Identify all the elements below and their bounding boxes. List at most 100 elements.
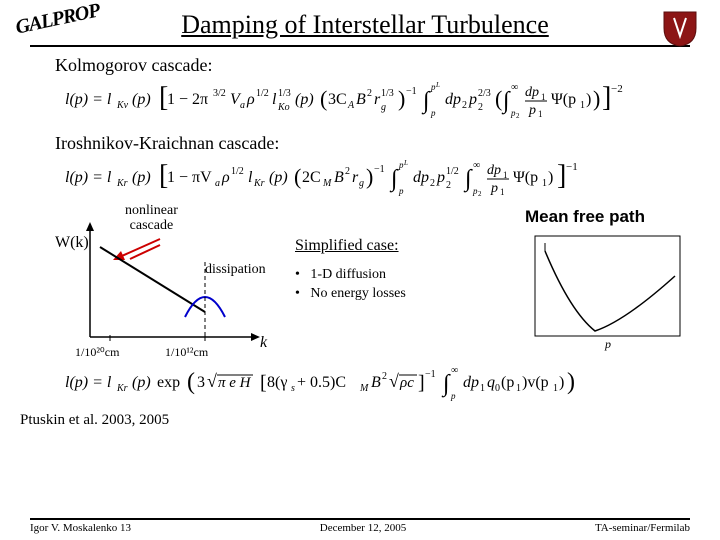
svg-text:]: ] (557, 160, 566, 191)
svg-text:B: B (356, 91, 366, 108)
svg-text:√: √ (389, 371, 399, 391)
svg-text:1: 1 (538, 109, 543, 119)
svg-text:M: M (359, 383, 369, 394)
svg-text:2: 2 (478, 102, 483, 113)
nonlinear-cascade-label: nonlinearcascade (125, 203, 178, 234)
dissipation-label: dissipation (205, 262, 266, 277)
svg-text:1: 1 (480, 383, 485, 394)
svg-text:): ) (567, 369, 575, 395)
mfp-block: Mean free path p (505, 207, 695, 367)
svg-text:1 − πV: 1 − πV (167, 169, 212, 186)
svg-text:8(γ: 8(γ (267, 374, 287, 391)
svg-text:]: ] (418, 372, 425, 394)
x-tick-left: 1/10²⁰cm (75, 345, 119, 360)
svg-text:l: l (248, 169, 253, 186)
svg-text:1/3: 1/3 (278, 88, 291, 99)
svg-text:2: 2 (367, 88, 372, 99)
svg-text:(p: (p (501, 374, 514, 391)
svg-text:k: k (260, 334, 268, 351)
svg-text:(p): (p) (132, 169, 151, 186)
svg-text:1/2: 1/2 (446, 166, 459, 177)
svg-text:∫: ∫ (463, 166, 473, 193)
svg-text:Ψ(p: Ψ(p (551, 91, 576, 108)
svg-text:2/3: 2/3 (478, 88, 491, 99)
svg-text:(: ( (495, 86, 502, 111)
svg-text:): ) (366, 164, 373, 189)
svg-text:1: 1 (553, 383, 558, 394)
svg-text:p: p (398, 186, 404, 196)
svg-text:W(k): W(k) (55, 234, 89, 251)
svg-text:s: s (291, 383, 295, 394)
svg-text:a: a (215, 178, 220, 189)
svg-text:−1: −1 (425, 369, 436, 380)
svg-text:∫: ∫ (421, 88, 431, 115)
svg-text:2: 2 (446, 180, 451, 191)
galprop-logo: GALPROP (14, 0, 102, 40)
svg-text:1/2: 1/2 (256, 88, 269, 99)
svg-text:[: [ (260, 372, 267, 394)
svg-text:]: ] (602, 82, 611, 113)
svg-text:1: 1 (516, 383, 521, 394)
svg-text:Kr: Kr (253, 178, 265, 189)
svg-text:a: a (240, 100, 245, 111)
svg-text:): ) (398, 86, 405, 111)
svg-text:p: p (528, 103, 536, 118)
svg-text:l(p) = l: l(p) = l (65, 91, 112, 108)
simplified-equation: l(p) = l Kr (p) exp ( 3 √ π e H [ 8(γ s … (65, 361, 685, 403)
svg-text:−1: −1 (406, 86, 417, 97)
svg-text:2: 2 (430, 178, 435, 189)
svg-text:B: B (371, 374, 381, 391)
svg-text:L: L (403, 159, 408, 167)
svg-text:dp: dp (413, 169, 429, 186)
svg-text:l(p) = l: l(p) = l (65, 169, 112, 186)
slide-footer: Igor V. Moskalenko 13 December 12, 2005 … (30, 518, 690, 534)
simplified-bullets: • 1-D diffusion • No energy losses (295, 267, 505, 302)
svg-text:): ) (586, 91, 591, 108)
svg-text:r: r (374, 91, 381, 108)
kolmogorov-equation: l(p) = l Kv (p) [ 1 − 2π 3/2 V a ρ 1/2 l… (65, 78, 665, 120)
mfp-x-label: p (604, 337, 611, 351)
stanford-crest-icon (660, 8, 700, 48)
mfp-plot: p (525, 231, 685, 351)
svg-text:1: 1 (500, 187, 505, 197)
svg-text:l(p) = l: l(p) = l (65, 374, 112, 391)
svg-text:+ 0.5)C: + 0.5)C (297, 374, 346, 391)
svg-text:π e H: π e H (218, 375, 252, 391)
svg-text:2: 2 (462, 100, 467, 111)
svg-text:1/3: 1/3 (381, 88, 394, 99)
svg-text:Ko: Ko (277, 102, 290, 113)
svg-text:): ) (593, 86, 600, 111)
mfp-title: Mean free path (525, 207, 695, 227)
svg-text:p: p (490, 181, 498, 196)
bullet-1: • 1-D diffusion (295, 267, 505, 283)
svg-text:∞: ∞ (451, 365, 458, 376)
footer-center: December 12, 2005 (320, 522, 406, 534)
mid-section: nonlinearcascade W(k) k dissipatio (0, 207, 720, 367)
simplified-block: Simplified case: • 1-D diffusion • No en… (295, 237, 505, 367)
svg-text:∫: ∫ (389, 166, 399, 193)
svg-text:q: q (487, 374, 495, 391)
footer-right: TA-seminar/Fermilab (595, 522, 690, 534)
svg-text:M: M (322, 178, 332, 189)
svg-text:(: ( (320, 86, 327, 111)
svg-text:∫: ∫ (501, 88, 511, 115)
svg-text:2: 2 (516, 112, 520, 120)
svg-text:3C: 3C (328, 91, 347, 108)
kolmogorov-label: Kolmogorov cascade: (55, 55, 720, 76)
ik-equation: l(p) = l Kr (p) [ 1 − πV a ρ 1/2 l Kr (p… (65, 156, 665, 198)
svg-text:(p): (p) (132, 374, 151, 391)
svg-text:L: L (435, 81, 440, 89)
footer-left: Igor V. Moskalenko 13 (30, 522, 131, 534)
svg-text:Kv: Kv (116, 100, 129, 111)
svg-text:(: ( (294, 164, 301, 189)
svg-text:2: 2 (382, 371, 387, 382)
svg-text:p: p (450, 391, 456, 401)
svg-text:2: 2 (345, 166, 350, 177)
svg-text:r: r (352, 169, 359, 186)
svg-text:3: 3 (197, 374, 205, 391)
reference: Ptuskin et al. 2003, 2005 (20, 412, 720, 429)
svg-text:2: 2 (478, 190, 482, 198)
svg-text:1/2: 1/2 (231, 166, 244, 177)
svg-text:2C: 2C (302, 169, 321, 186)
svg-text:3/2: 3/2 (213, 88, 226, 99)
